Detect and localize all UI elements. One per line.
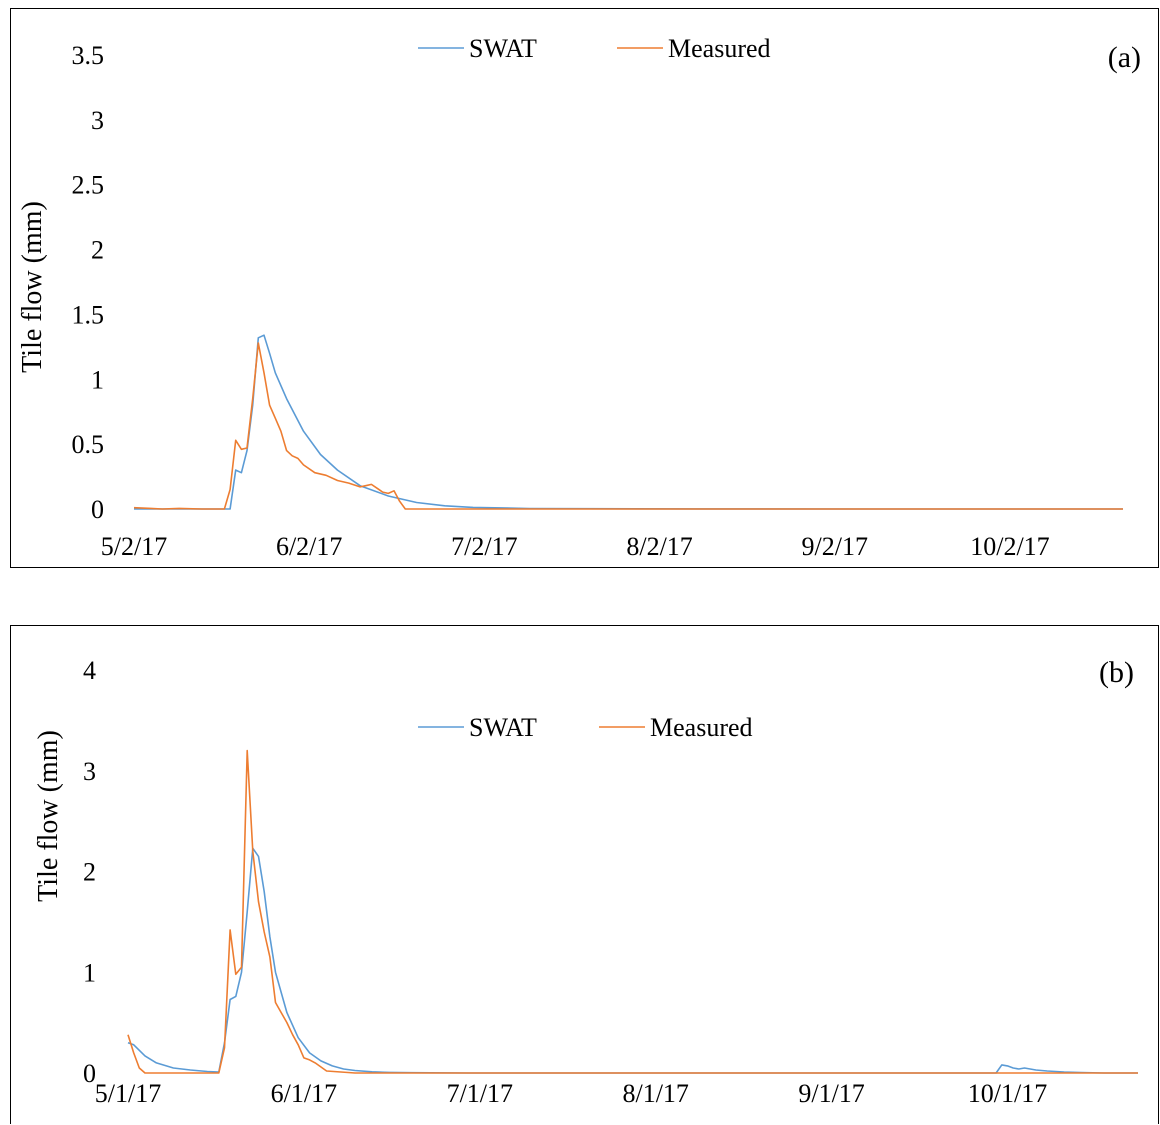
y-tick-label-a: 2.5: [72, 171, 105, 200]
x-tick-label-b: 6/1/17: [271, 1079, 337, 1108]
y-tick-label-b: 1: [83, 958, 96, 987]
x-tick-label-a: 5/2/17: [101, 532, 167, 561]
y-tick-label-b: 0: [83, 1059, 96, 1088]
series-line-swat-b: [127, 847, 1138, 1074]
legend-label-measured-a: Measured: [668, 34, 771, 63]
x-tick-label-b: 9/1/17: [798, 1079, 864, 1108]
y-tick-label-b: 2: [83, 858, 96, 887]
chart-b-svg: 0 1 2 3 4 5/1/17 6/1/17 7/1/17 8/1/17 9/1/17 10/1/…: [33, 656, 1138, 1108]
y-tick-label-b: 3: [83, 757, 96, 786]
x-tick-label-a: 10/2/17: [970, 532, 1049, 561]
series-line-swat-a: [134, 334, 1123, 510]
y-tick-label-b: 4: [83, 656, 96, 685]
chart-panel-a: 0 0.5 1 1.5 2 2.5 3 3.5 5/2/17 6/2/17 7/2/17 8/2/17…: [10, 8, 1159, 568]
series-line-measured-a: [133, 342, 1123, 510]
panel-label-b: (b): [1099, 656, 1134, 689]
legend-label-swat-a: SWAT: [469, 34, 537, 63]
legend-label-measured-b: Measured: [650, 713, 753, 742]
y-tick-label-a: 3: [91, 106, 104, 135]
y-axis-label-a: Tile flow (mm): [17, 201, 48, 373]
y-tick-label-a: 1: [91, 365, 104, 394]
x-tick-label-b: 8/1/17: [622, 1079, 688, 1108]
x-tick-label-b: 7/1/17: [447, 1079, 513, 1108]
y-axis-label-b: Tile flow (mm): [33, 730, 64, 902]
x-tick-label-a: 7/2/17: [451, 532, 517, 561]
x-tick-label-a: 8/2/17: [626, 532, 692, 561]
y-tick-label-a: 2: [91, 236, 104, 265]
y-tick-label-a: 0: [91, 495, 104, 524]
y-tick-label-a: 1.5: [72, 300, 105, 329]
chart-panel-b: 0 1 2 3 4 5/1/17 6/1/17 7/1/17 8/1/17 9/1/17 10/1/…: [10, 625, 1159, 1124]
panel-label-a: (a): [1108, 41, 1141, 74]
legend-label-swat-b: SWAT: [469, 713, 537, 742]
y-tick-label-a: 0.5: [72, 430, 105, 459]
x-tick-label-a: 9/2/17: [802, 532, 868, 561]
series-line-measured-b: [127, 749, 1138, 1074]
x-tick-label-a: 6/2/17: [276, 532, 342, 561]
chart-a-svg: 0 0.5 1 1.5 2 2.5 3 3.5 5/2/17 6/2/17 7/2/17 8/2/17…: [17, 34, 1141, 561]
x-tick-label-b: 5/1/17: [95, 1079, 161, 1108]
y-tick-label-a: 3.5: [72, 41, 105, 70]
x-tick-label-b: 10/1/17: [968, 1079, 1047, 1108]
